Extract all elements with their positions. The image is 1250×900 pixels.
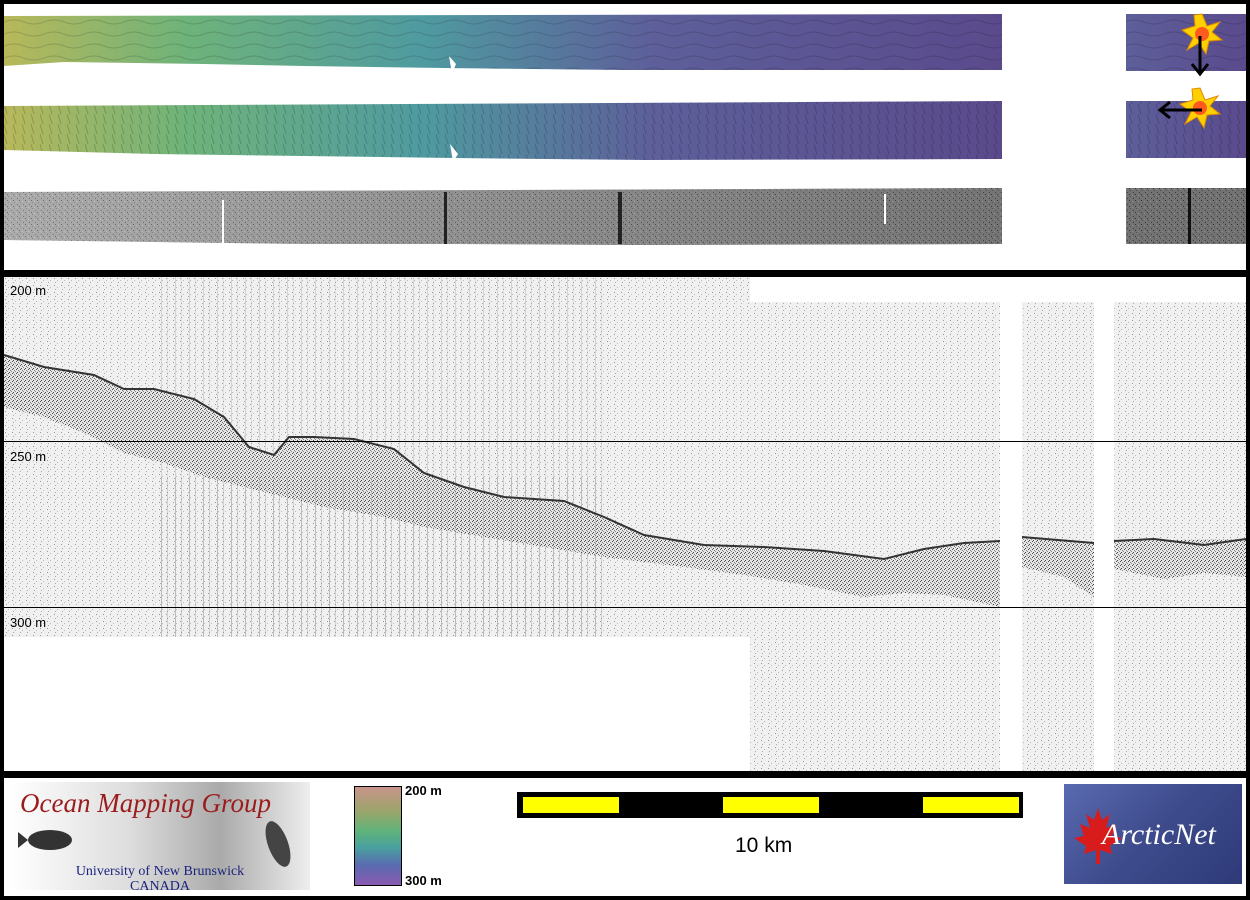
scale-bar-segment	[523, 797, 619, 813]
maple-leaf-icon	[1074, 808, 1122, 864]
swath-strips-panel	[4, 4, 1246, 270]
depth-label-200: 200 m	[10, 283, 47, 298]
omg-logo-title: Ocean Mapping Group	[20, 788, 271, 818]
colorbar-bottom-label: 300 m	[405, 873, 442, 888]
scale-bar	[517, 792, 1023, 818]
omg-logo-university: University of New Brunswick	[75, 864, 245, 879]
omg-logo: Ocean Mapping Group University of New Br…	[10, 782, 310, 894]
scale-bar-segment	[923, 797, 1019, 813]
colorbar-top-label: 200 m	[405, 783, 442, 798]
arrow-down-icon	[1190, 36, 1210, 77]
depth-gridline-250	[4, 441, 1246, 442]
arcticnet-logo-text: ArcticNet	[1102, 818, 1216, 851]
bathymetry-strip-2	[4, 101, 1246, 162]
omg-logo-country: CANADA	[130, 879, 190, 894]
swath-strips	[4, 13, 1246, 245]
sidescan-strip	[4, 188, 1246, 245]
depth-label-250: 250 m	[10, 449, 47, 464]
echogram	[4, 277, 1246, 771]
arrow-left-icon	[1157, 100, 1202, 120]
fish-icon	[18, 821, 291, 867]
subbottom-profile-panel: 200 m 250 m 300 m	[4, 277, 1246, 771]
depth-gridline-300	[4, 607, 1246, 608]
footer-panel: Ocean Mapping Group University of New Br…	[4, 778, 1246, 896]
depth-colorbar	[354, 786, 402, 886]
scale-bar-label: 10 km	[735, 834, 793, 857]
scale-bar-segment	[723, 797, 819, 813]
bathymetry-strip-1	[4, 14, 1246, 74]
arcticnet-logo: ArcticNet	[1064, 784, 1242, 884]
depth-label-300: 300 m	[10, 615, 47, 630]
